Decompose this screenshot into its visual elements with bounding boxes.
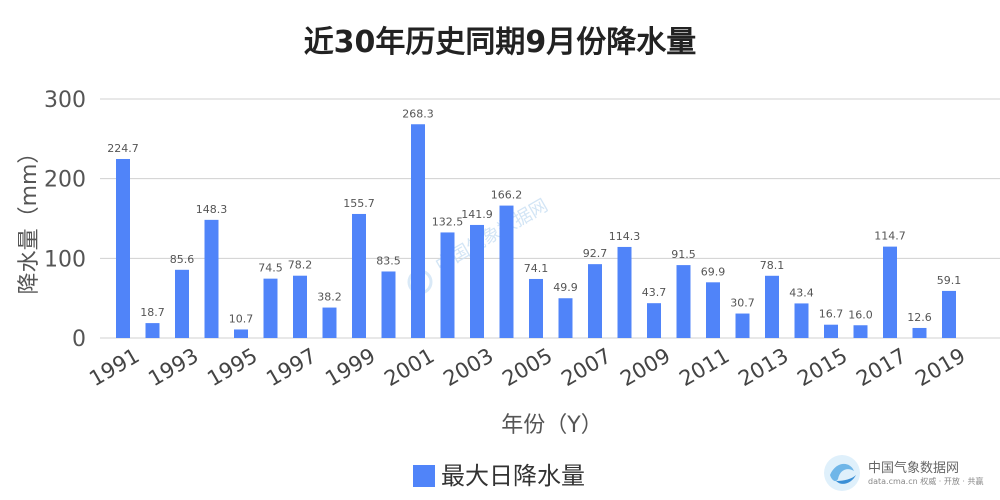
x-tick-label: 2003	[439, 344, 497, 392]
bar-series	[116, 124, 956, 338]
data-label: 268.3	[402, 107, 434, 120]
bar	[470, 224, 484, 338]
data-labels: 224.7 18.7 85.6 148.3 10.7 74.5 78.2 38.2 155.7 8…	[107, 107, 961, 325]
bar	[381, 271, 396, 338]
bar	[647, 303, 661, 338]
bar	[883, 246, 897, 338]
x-tick-label: 2005	[498, 344, 556, 392]
bar	[145, 323, 160, 338]
x-tick-label: 2011	[675, 344, 733, 392]
bar	[499, 205, 514, 338]
data-label: 78.1	[760, 259, 785, 272]
data-label: 85.6	[170, 253, 195, 266]
data-label: 166.2	[491, 189, 523, 202]
bar	[293, 275, 307, 338]
bar	[322, 307, 337, 338]
data-label: 43.7	[642, 286, 667, 299]
data-label: 38.2	[317, 291, 342, 304]
data-label: 74.5	[258, 262, 283, 275]
data-label: 69.9	[701, 265, 726, 278]
bar	[116, 158, 130, 338]
bar	[175, 269, 189, 338]
bar	[765, 275, 779, 338]
data-label: 141.9	[461, 208, 493, 221]
y-tick-label: 300	[44, 88, 86, 113]
bar	[588, 264, 602, 338]
legend-swatch	[413, 465, 435, 487]
x-axis-title: 年份（Y）	[501, 413, 602, 438]
data-label: 132.5	[432, 215, 464, 228]
brand-tagline: data.cma.cn 权威 · 开放 · 共赢	[868, 476, 983, 486]
x-tick-label: 1995	[203, 344, 261, 392]
data-label: 43.4	[789, 286, 814, 299]
y-tick-label: 100	[44, 247, 86, 272]
y-tick-label: 200	[44, 168, 86, 193]
brand-name: 中国气象数据网	[868, 460, 959, 476]
bar	[411, 124, 425, 338]
x-tick-label: 2019	[911, 344, 969, 392]
y-axis-title: 降水量（mm）	[17, 142, 42, 295]
data-label: 155.7	[343, 197, 375, 210]
x-tick-label: 2017	[852, 344, 910, 392]
bar	[824, 324, 838, 338]
data-label: 16.0	[848, 308, 873, 321]
data-label: 78.2	[288, 259, 313, 272]
cma-logo-icon	[824, 455, 860, 491]
bar	[912, 327, 927, 338]
data-label: 114.3	[609, 230, 641, 243]
x-tick-label: 2007	[557, 344, 615, 392]
x-tick-label: 2013	[734, 344, 792, 392]
bar	[942, 290, 956, 338]
data-label: 18.7	[140, 306, 165, 319]
bar	[794, 303, 809, 338]
data-label: 114.7	[874, 230, 906, 243]
x-tick-label: 1991	[85, 344, 143, 392]
bar	[558, 298, 573, 338]
data-label: 49.9	[553, 281, 578, 294]
data-label: 74.1	[524, 262, 549, 275]
y-axis-ticks: 0 100 200 300	[44, 88, 86, 352]
data-label: 92.7	[583, 247, 608, 260]
x-tick-label: 1993	[144, 344, 202, 392]
bar	[676, 265, 691, 338]
bar	[706, 282, 720, 338]
data-label: 91.5	[671, 248, 696, 261]
bar	[204, 219, 219, 338]
x-tick-label: 2009	[616, 344, 674, 392]
bar	[352, 213, 366, 338]
x-tick-label: 2015	[793, 344, 851, 392]
data-label: 16.7	[819, 308, 844, 321]
gridlines	[100, 98, 1000, 339]
data-label: 83.5	[376, 254, 401, 267]
bar	[853, 325, 868, 338]
data-label: 59.1	[937, 274, 962, 287]
data-label: 224.7	[107, 142, 139, 155]
bar	[735, 313, 750, 338]
branding: 中国气象数据网 data.cma.cn 权威 · 开放 · 共赢	[824, 455, 983, 491]
x-tick-label: 2001	[380, 344, 438, 392]
x-axis-ticks: 1991 1993 1995 1997 1999 2001 2003 2005 2007 2009…	[85, 344, 969, 392]
data-label: 10.7	[229, 312, 254, 325]
legend: 最大日降水量	[413, 462, 585, 490]
data-label: 12.6	[907, 311, 932, 324]
x-tick-label: 1997	[262, 344, 320, 392]
bar	[234, 329, 248, 338]
bar	[529, 278, 543, 338]
legend-label: 最大日降水量	[441, 462, 585, 490]
bar	[263, 278, 278, 338]
chart-title: 近30年历史同期9月份降水量	[304, 25, 697, 60]
bar	[617, 246, 632, 338]
data-label: 148.3	[196, 203, 228, 216]
bar	[440, 232, 455, 338]
x-tick-label: 1999	[321, 344, 379, 392]
y-tick-label: 0	[72, 327, 86, 352]
data-label: 30.7	[730, 297, 755, 310]
